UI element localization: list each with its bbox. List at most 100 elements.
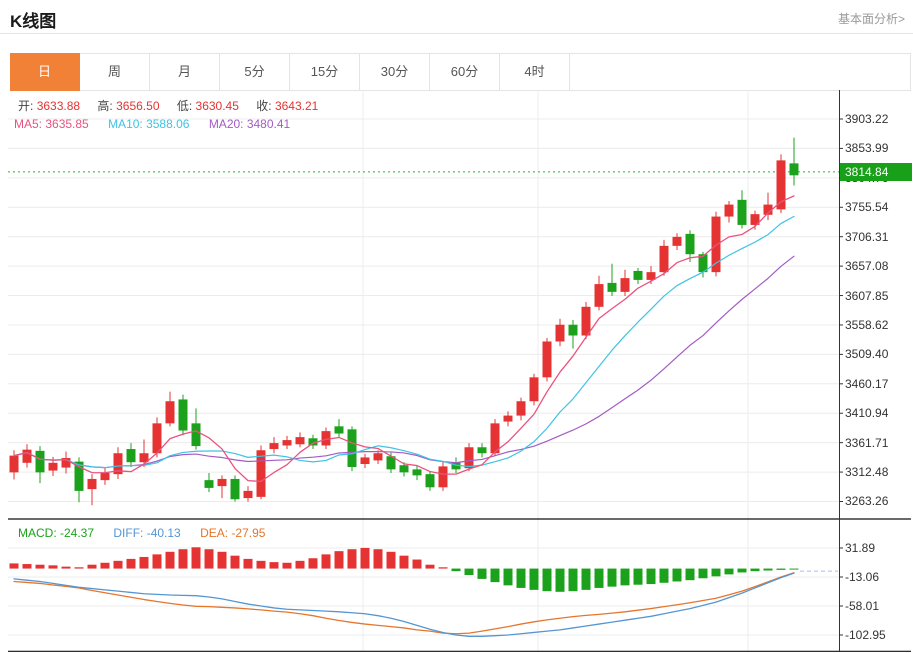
macd-bar [139,556,149,569]
macd-axis-label: 31.89 [845,541,876,555]
candle-body [789,163,799,176]
candle-body [698,254,708,273]
price-axis-label: 3361.71 [845,435,889,450]
candle-body [737,199,747,225]
high-value: 3656.50 [116,99,160,113]
candle-body [776,160,786,210]
tab-month[interactable]: 月 [150,54,220,90]
high-label: 高: [97,99,113,113]
macd-axis-label: -13.06 [845,570,880,584]
candle-body [633,270,643,280]
ma-legend: MA5: 3635.85 MA10: 3588.06 MA20: 3480.41 [14,117,306,131]
macd-bar [113,560,123,569]
candle-body [100,472,110,481]
tab-15min[interactable]: 15分 [290,54,360,90]
price-axis-label: 3558.62 [845,317,889,332]
price-axis-label: 3312.48 [845,465,889,480]
macd-bar [646,568,656,585]
macd-bar [464,568,474,576]
macd-bar [685,568,695,581]
candle-body [152,423,162,454]
macd-bar [373,549,383,569]
macd-bar [776,568,786,570]
candle-body [503,415,513,422]
macd-bar [360,547,370,569]
macd-bar [594,568,604,588]
ma10-line [13,215,795,469]
macd-bar [321,554,331,569]
tab-week[interactable]: 周 [80,54,150,90]
candle-body [568,324,578,336]
macd-bar [438,567,448,569]
candle-body [22,449,32,463]
candle-body [360,457,370,464]
tab-30min[interactable]: 30分 [360,54,430,90]
candle-body [594,284,604,307]
tab-day[interactable]: 日 [10,53,80,91]
dea-line [13,572,795,635]
fundamental-analysis-link[interactable]: 基本面分析> [837,12,905,26]
candle-body [685,233,695,255]
close-value: 3643.21 [274,99,319,113]
candle-body [763,204,773,215]
macd-bar [74,567,84,569]
candle-body [529,377,539,402]
macd-bar [516,568,526,588]
macd-bar [282,562,292,569]
candle-body [217,478,227,487]
candle-body [139,453,149,463]
macd-bar [295,560,305,569]
macd-axis-label: -102.95 [845,628,886,642]
macd-bar [126,558,136,569]
candle-body [412,469,422,476]
macd-bar [620,568,630,586]
macd-bar [243,558,253,569]
macd-bar [152,554,162,569]
macd-bar [204,549,214,569]
candle-body [74,461,84,491]
candle-body [308,438,318,446]
close-label: 收: [256,99,272,113]
dea-value: DEA: -27.95 [200,526,266,540]
candle-body [672,236,682,246]
macd-bar [555,568,565,592]
macd-bar [347,549,357,569]
tab-5min[interactable]: 5分 [220,54,290,90]
price-axis-label: 3263.26 [845,494,889,509]
candle-body [35,450,45,473]
ma10-value: MA10: 3588.06 [108,117,190,131]
tab-60min[interactable]: 60分 [430,54,500,90]
macd-bar [412,559,422,569]
candle-body [386,456,396,470]
ma5-value: MA5: 3635.85 [14,117,89,131]
tab-4hour[interactable]: 4时 [500,54,570,90]
candle-body [490,423,500,454]
candle-body [581,306,591,336]
candle-body [126,449,136,463]
macd-bar [308,558,318,569]
macd-bar [61,566,71,569]
candle-body [724,204,734,217]
price-axis-label: 3853.99 [845,141,889,156]
candle-body [542,341,552,378]
candle-body [113,453,123,475]
candle-body [373,453,383,461]
candle-body [750,214,760,225]
candle-body [243,490,253,499]
ma5-line [13,195,795,483]
price-axis-label: 3509.40 [845,347,889,362]
macd-bar [22,564,32,569]
macd-bar [750,568,760,572]
candle-body [204,480,214,488]
diff-value: DIFF: -40.13 [113,526,181,540]
macd-bar [477,568,487,579]
macd-bar [737,568,747,573]
price-axis-label: 3706.31 [845,229,889,244]
candle-body [425,474,435,488]
candle-body [334,426,344,434]
macd-bar [672,568,682,582]
macd-bar [399,555,409,569]
price-axis-label: 3607.85 [845,288,889,303]
macd-value: MACD: -24.37 [18,526,95,540]
